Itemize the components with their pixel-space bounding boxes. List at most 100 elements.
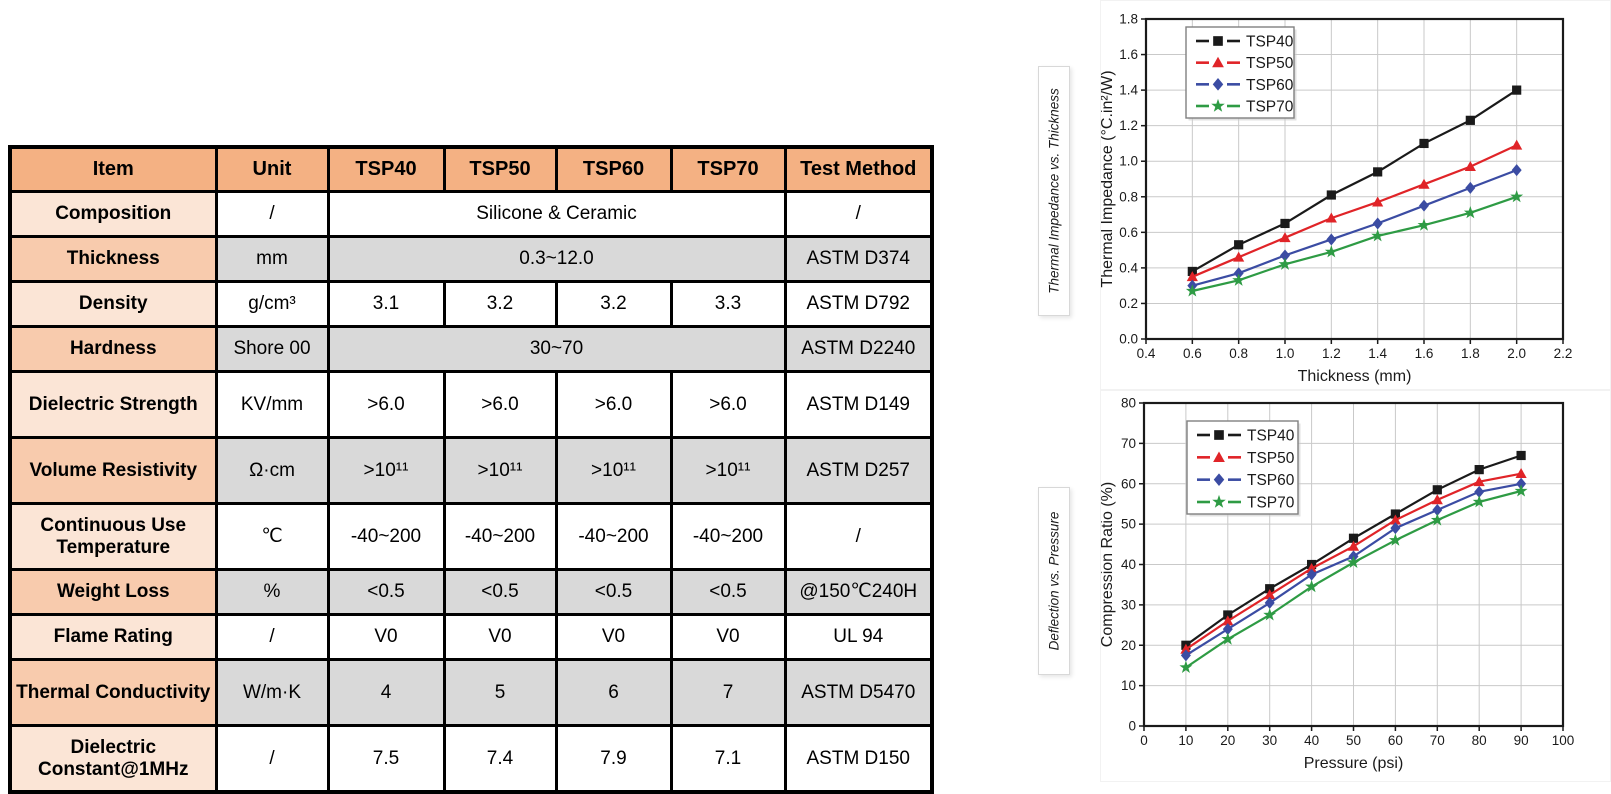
value-cell: 7.5 [326,724,446,794]
test-method-cell: ASTM D5470 [783,658,934,727]
item-cell: Thickness [8,235,218,283]
item-cell: Thermal Conductivity [8,658,218,727]
svg-text:50: 50 [1346,733,1361,748]
svg-text:0.4: 0.4 [1119,260,1138,275]
item-cell: Volume Resistivity [8,436,218,505]
value-cell-merged: 0.3~12.0 [326,235,787,283]
svg-text:0: 0 [1140,733,1148,748]
value-cell: 3.2 [554,280,673,328]
svg-text:TSP40: TSP40 [1246,34,1294,51]
svg-text:0.8: 0.8 [1229,346,1248,361]
svg-text:TSP50: TSP50 [1246,55,1294,72]
value-cell: >10¹¹ [669,436,787,505]
value-cell: 4 [326,658,446,727]
compression-ratio-chart: 0 10 20 30 40 50 60 70 80 90 100 0 10 20 30 40 50 60 70 80 P… [1100,390,1611,782]
svg-text:10: 10 [1178,733,1193,748]
svg-text:20: 20 [1220,733,1235,748]
test-method-cell: ASTM D149 [783,370,934,439]
value-cell: >10¹¹ [554,436,673,505]
table-header-cell: Test Method [783,145,934,193]
svg-text:70: 70 [1121,436,1136,451]
svg-text:Pressure (psi): Pressure (psi) [1304,755,1404,772]
value-cell: -40~200 [326,502,446,571]
svg-text:Thermal Impedance (°C.in²/W): Thermal Impedance (°C.in²/W) [1101,70,1116,287]
svg-text:70: 70 [1430,733,1445,748]
svg-text:30: 30 [1121,597,1136,612]
test-method-cell: / [783,190,934,238]
table-row: Dielectric Strength KV/mm >6.0 >6.0 >6.0 >6.0… [8,370,934,439]
table-row: Dielectric Constant@1MHz/7.5 7.4 7.9 7.1 AST… [8,724,934,794]
value-cell: -40~200 [669,502,787,571]
value-cell: 3.2 [442,280,558,328]
unit-cell: mm [214,235,330,283]
svg-text:1.4: 1.4 [1368,346,1387,361]
unit-cell: KV/mm [214,370,330,439]
table-header-cell: Item [8,145,218,193]
svg-text:TSP70: TSP70 [1246,99,1294,116]
value-cell: 6 [554,658,673,727]
table-row: Flame Rating / V0 V0 V0 V0 UL 94 [8,613,934,661]
test-method-cell: ASTM D792 [783,280,934,328]
table-row: Weight Loss% <0.5 <0.5 <0.5 <0.5 @150℃240H [8,568,934,616]
value-cell: 7.4 [442,724,558,794]
svg-text:TSP60: TSP60 [1246,77,1294,94]
value-cell: 7.9 [554,724,673,794]
svg-text:TSP50: TSP50 [1247,450,1295,467]
item-cell: Flame Rating [8,613,218,661]
svg-text:1.4: 1.4 [1119,83,1138,98]
svg-text:Compression Ratio (%): Compression Ratio (%) [1101,482,1116,647]
svg-text:60: 60 [1388,733,1403,748]
unit-cell: Ω·cm [214,436,330,505]
svg-text:0.8: 0.8 [1119,189,1138,204]
item-cell: Weight Loss [8,568,218,616]
svg-text:80: 80 [1472,733,1487,748]
svg-text:1.2: 1.2 [1119,118,1138,133]
svg-text:1.0: 1.0 [1276,346,1295,361]
svg-text:TSP70: TSP70 [1247,495,1295,512]
svg-text:80: 80 [1121,396,1136,411]
test-method-cell: @150℃240H [783,568,934,616]
test-method-cell: ASTM D150 [783,724,934,794]
value-cell: 3.1 [326,280,446,328]
svg-text:0.6: 0.6 [1183,346,1202,361]
table-row: Continuous Use Temperature ℃ -40~200 -40~20… [8,502,934,571]
table-header-cell: TSP50 [442,145,558,193]
item-cell: Continuous Use Temperature [8,502,218,571]
table-header-cell: TSP40 [326,145,446,193]
item-cell: Dielectric Strength [8,370,218,439]
svg-text:0.2: 0.2 [1119,296,1138,311]
svg-text:Thickness (mm): Thickness (mm) [1298,368,1412,385]
thermal-impedance-chart: 0.4 0.6 0.8 1.0 1.2 1.4 1.6 1.8 2.0 2.2 0.0 0.2 0.4 0… [1100,0,1611,390]
table-row: Volume Resistivity Ω·cm >10¹¹ >10¹¹ >10¹¹ >10… [8,436,934,505]
svg-text:30: 30 [1262,733,1277,748]
material-properties-table: Item Unit TSP40 TSP50 TSP60 TSP70 Test Method … [8,145,934,794]
svg-text:1.6: 1.6 [1415,346,1434,361]
value-cell: >6.0 [669,370,787,439]
chart-caption-deflection: Deflection vs. Pressure [1038,487,1070,675]
chart-caption-thermal-impedance: Thermal Impedance vs. Thickness [1038,66,1070,316]
value-cell: 7 [669,658,787,727]
value-cell-merged: Silicone & Ceramic [326,190,787,238]
value-cell: 3.3 [669,280,787,328]
svg-text:20: 20 [1121,638,1136,653]
svg-text:0: 0 [1128,719,1136,734]
test-method-cell: UL 94 [783,613,934,661]
item-cell: Hardness [8,325,218,373]
value-cell: >6.0 [326,370,446,439]
item-cell: Dielectric Constant@1MHz [8,724,218,794]
unit-cell: / [214,724,330,794]
value-cell-merged: 30~70 [326,325,787,373]
value-cell: V0 [326,613,446,661]
unit-cell: % [214,568,330,616]
value-cell: <0.5 [326,568,446,616]
caption-text: Deflection vs. Pressure [1046,511,1062,651]
svg-text:100: 100 [1552,733,1575,748]
value-cell: >10¹¹ [326,436,446,505]
test-method-cell: / [783,502,934,571]
table-row: Thermal Conductivity W/m·K 4 5 6 7 ASTM D5470 [8,658,934,727]
table-header-cell: TSP70 [669,145,787,193]
table-header-cell: Unit [214,145,330,193]
svg-text:0.6: 0.6 [1119,225,1138,240]
table-row: Density g/cm³ 3.1 3.2 3.2 3.3 ASTM D792 [8,280,934,328]
svg-text:50: 50 [1121,517,1136,532]
